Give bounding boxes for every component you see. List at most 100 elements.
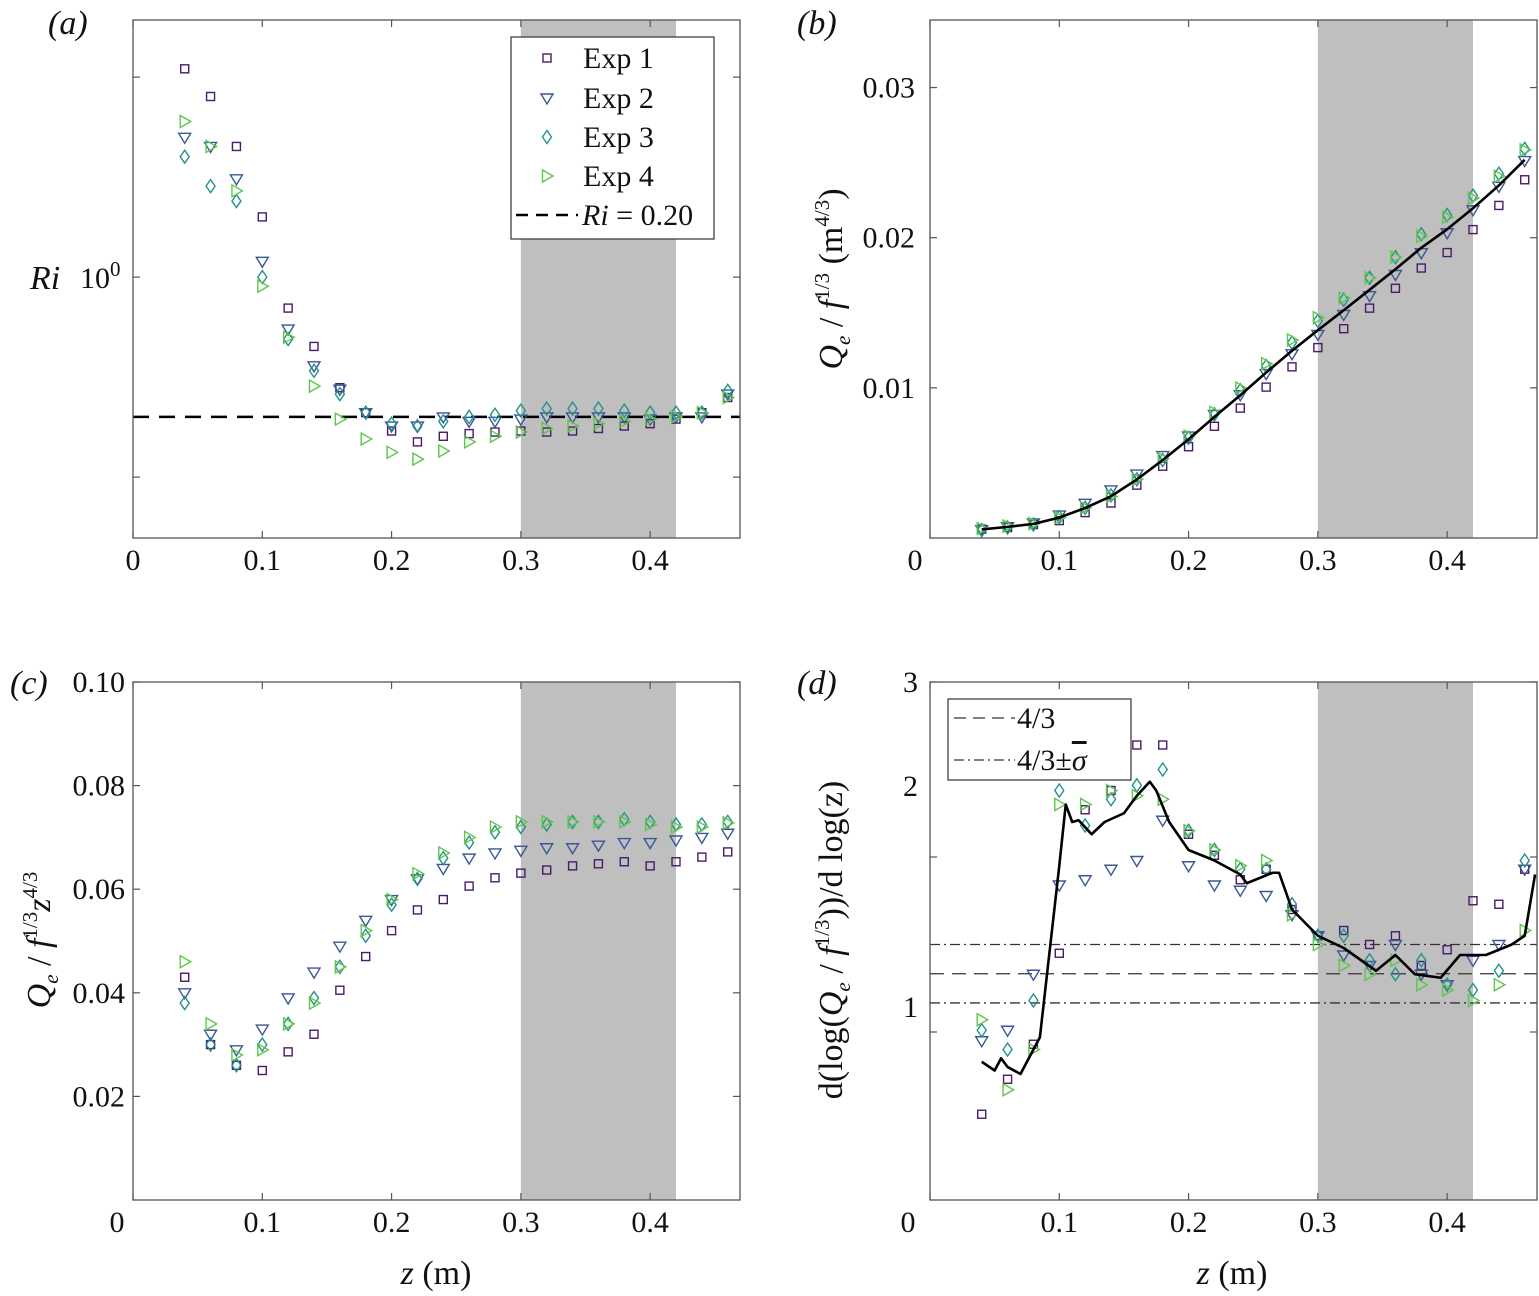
diamond-marker [308,990,320,1006]
diamond-marker [1002,1041,1013,1058]
series-group [974,740,1537,1119]
square-marker [412,905,423,915]
square-marker [516,868,526,878]
x-axis-label-d: z (m) [1196,1255,1268,1292]
triangle-down-marker [280,324,296,337]
panel-letter-d: (d) [797,665,837,702]
triangle-down-marker [1258,890,1274,903]
triangle-right-marker [1286,332,1300,348]
label-part: (m) [1210,1255,1268,1292]
legend-entry-ri: Ri = 0.20 [581,199,693,232]
label-part: ) [813,781,850,792]
legend-entry-exp2: Exp 2 [583,82,654,115]
triangle-down-marker [461,416,477,429]
diamond-marker [1415,226,1427,242]
square-marker [1442,247,1452,258]
square-marker [1468,896,1478,906]
triangle-down-marker [539,412,554,425]
square-marker [1158,740,1168,750]
diamond-marker [1053,782,1065,799]
label-part: 4/3 [18,872,42,899]
square-marker [1002,1074,1013,1084]
x-axis-label-c: z (m) [400,1255,472,1292]
triangle-right-marker [334,959,348,975]
diamond-marker [179,995,191,1011]
panel-letter-a: (a) [48,5,88,42]
label-part: / [813,956,850,982]
y-tick-exponent: 0 [110,257,121,281]
square-marker [1416,960,1426,971]
series-group [177,811,736,1076]
triangle-down-marker [668,835,684,848]
label-part: z [21,898,58,912]
triangle-right-marker [1416,229,1429,244]
triangle-right-marker [1260,356,1274,371]
triangle-right-marker [696,405,710,420]
triangle-down-marker [617,837,632,850]
label-part: (m [813,227,850,273]
square-marker [1132,740,1142,750]
triangle-down-marker [1129,469,1145,482]
x-tick-label: 0.3 [502,1206,540,1239]
x-tick-label: 0.1 [1041,1206,1079,1239]
label-part: / [813,309,850,335]
label-part: 4/3 [1017,744,1055,777]
triangle-right-marker [1209,842,1222,858]
diamond-marker [231,193,242,209]
triangle-right-marker [308,378,322,394]
label-part: e [39,974,63,983]
triangle-down-marker [177,132,192,145]
triangle-right-marker [1338,290,1352,306]
diamond-marker [1209,406,1220,423]
triangle-right-marker [231,183,244,199]
diamond-marker [256,1036,268,1053]
legend-triangle-right-marker [541,168,555,184]
triangle-right-marker [1260,853,1274,868]
y-axis-label-d: d(log(Qe / f1/3))/d log(z) [810,781,855,1100]
triangle-right-marker [334,411,348,427]
triangle-right-marker [412,451,425,467]
triangle-down-marker [255,256,270,269]
triangle-right-marker [1079,500,1093,516]
square-marker [309,341,319,352]
label-part: d(log( [813,1016,850,1099]
diamond-marker [644,404,656,421]
diamond-marker [412,418,423,434]
triangle-down-marker [487,848,503,861]
label-part: Q [813,345,850,370]
square-marker [180,972,190,982]
legend-box [510,36,715,240]
triangle-right-marker [1157,792,1171,807]
series-exp4 [179,814,736,1063]
triangle-down-marker [229,1045,244,1058]
label-part: (m) [414,1255,472,1292]
mean-line [981,158,1526,531]
triangle-down-marker [1000,1025,1015,1038]
label-part: Q [813,992,850,1017]
x-tick-label: 0.4 [631,1206,669,1239]
triangle-right-marker [205,1016,218,1032]
label-part: Q [21,984,58,1009]
y-tick-label: 3 [903,666,918,699]
square-marker [645,861,655,871]
legend-box [947,698,1132,781]
label-part: ) [813,188,850,199]
diamond-marker [1338,291,1350,308]
legend-diamond-marker [541,129,553,145]
triangle-right-marker [1157,451,1171,466]
panel-b: 0 0.1 0.2 0.3 0.4 0.01 0.02 0.03 [863,19,1538,577]
legend-d: 4/3 4/3±σ [947,698,1132,781]
diamond-marker [386,897,397,913]
square-marker [619,857,629,867]
y-tick-label: 0.01 [863,372,916,405]
square-marker [1390,931,1401,941]
plot-layer: 0 0.1 0.2 0.3 0.4 0 0.1 0.2 0.3 0.40.010.020.030 0… [73,19,1538,1239]
triangle-down-marker [332,384,348,397]
triangle-down-marker [617,412,632,425]
triangle-down-marker [694,832,710,845]
diamond-marker [334,386,346,402]
x-tick-label: 0.4 [1428,544,1466,577]
triangle-down-marker [1517,864,1532,877]
triangle-down-marker [1207,880,1222,893]
